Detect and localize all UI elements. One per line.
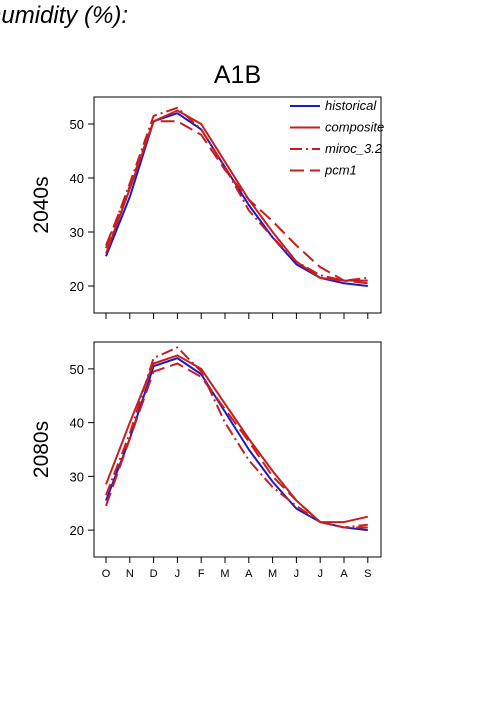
plot-frame [93,96,382,314]
x-tick-label: J [294,568,300,580]
legend-label-composite: composite [325,120,384,135]
series-line-miroc_3.2 [105,346,368,529]
plot-frame [93,341,382,558]
series-line-pcm1 [105,362,368,529]
legend-label-pcm1: pcm1 [324,163,357,178]
scenario-title: A1B [214,61,261,89]
series-line-miroc_3.2 [105,106,368,282]
y-tick-label: 40 [70,416,84,431]
series-line-composite [105,109,368,282]
series-line-composite [105,354,369,524]
panel-2080s: 20 30 40 50 O N D J F M A M J J A S 2080s [30,341,382,580]
y-tick-label: 50 [70,362,84,377]
legend-label-miroc_3.2: miroc_3.2 [325,141,383,156]
x-tick-label: F [198,568,205,580]
x-tick-label: M [220,568,229,580]
y-tick-label: 30 [70,469,84,484]
x-tick-label: A [245,568,253,580]
y-tick-label: 50 [70,117,84,132]
row-label: 2040s [30,176,53,233]
y-tick-label: 20 [70,279,84,294]
x-tick-label: N [126,568,134,580]
x-tick-label: D [150,568,158,580]
x-tick-label: A [340,568,348,580]
series-line-pcm1 [105,120,368,285]
x-tick-label: O [102,568,111,580]
panel-2040s: 20 30 40 50 2040s A1B historical composite miroc… [30,61,384,319]
y-tick-label: 20 [70,523,84,538]
x-tick-label: J [317,568,323,580]
legend-label-historical: historical [325,98,377,113]
y-tick-label: 30 [70,225,84,240]
row-label: 2080s [30,421,53,478]
x-tick-label: S [364,568,371,580]
x-tick-label: M [268,568,277,580]
figure-title: humidity (%): [0,2,129,29]
y-tick-label: 40 [70,171,84,186]
x-tick-label: J [175,568,181,580]
